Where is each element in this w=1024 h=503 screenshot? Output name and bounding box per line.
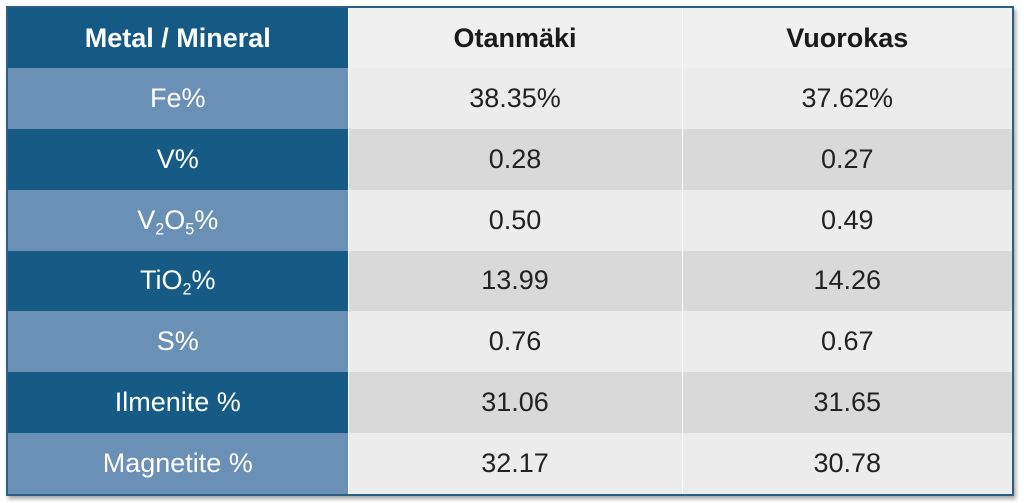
row-label: V2O5% [8, 189, 349, 251]
table-row: V2O5% 0.50 0.49 [8, 189, 1012, 251]
row-label: S% [8, 311, 349, 373]
table-header: Metal / Mineral Otanmäki Vuorokas [8, 8, 1012, 68]
header-otanmaki: Otanmäki [347, 8, 682, 68]
cell-vuorokas: 0.49 [681, 189, 1012, 251]
row-label: Magnetite % [8, 433, 349, 494]
cell-vuorokas: 31.65 [681, 372, 1012, 434]
cell-otanmaki: 31.06 [348, 372, 682, 434]
table-body: Fe% 38.35% 37.62% V% 0.28 0.27 V2O5% 0.50 0.49 Ti… [8, 68, 1012, 494]
table-row: Magnetite % 32.17 30.78 [8, 433, 1012, 494]
cell-otanmaki: 0.76 [348, 311, 682, 373]
cell-vuorokas: 0.27 [681, 128, 1012, 190]
cell-vuorokas: 37.62% [681, 68, 1012, 129]
row-label: V% [8, 128, 349, 190]
row-label: Fe% [8, 68, 349, 129]
table-row: TiO2% 13.99 14.26 [8, 250, 1012, 312]
cell-otanmaki: 0.50 [348, 189, 682, 251]
cell-otanmaki: 13.99 [348, 250, 682, 312]
cell-otanmaki: 32.17 [348, 433, 682, 494]
table-row: V% 0.28 0.27 [8, 128, 1012, 190]
cell-otanmaki: 0.28 [348, 128, 682, 190]
table-row: S% 0.76 0.67 [8, 311, 1012, 373]
row-label: TiO2% [8, 250, 349, 312]
composition-table-frame: Metal / Mineral Otanmäki Vuorokas Fe% 38.… [6, 6, 1014, 496]
cell-otanmaki: 38.35% [348, 68, 682, 129]
row-label: Ilmenite % [8, 372, 349, 434]
cell-vuorokas: 0.67 [681, 311, 1012, 373]
cell-vuorokas: 30.78 [681, 433, 1012, 494]
header-metal-mineral: Metal / Mineral [8, 8, 348, 68]
header-vuorokas: Vuorokas [681, 8, 1012, 68]
header-row: Metal / Mineral Otanmäki Vuorokas [8, 8, 1012, 68]
table-row: Ilmenite % 31.06 31.65 [8, 372, 1012, 434]
cell-vuorokas: 14.26 [681, 250, 1012, 312]
table-row: Fe% 38.35% 37.62% [8, 68, 1012, 129]
composition-table: Metal / Mineral Otanmäki Vuorokas Fe% 38.… [8, 8, 1012, 494]
